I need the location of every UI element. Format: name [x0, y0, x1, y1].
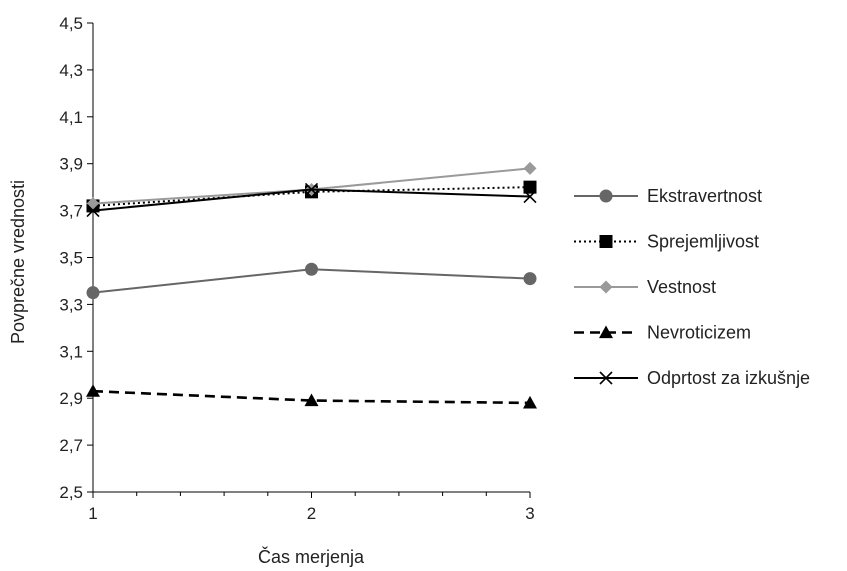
- data-point: [86, 384, 100, 397]
- legend-label: Ekstravertnost: [647, 186, 762, 206]
- data-point: [599, 189, 613, 203]
- data-point: [304, 393, 319, 407]
- data-point: [304, 182, 319, 197]
- x-tick-label: 1: [88, 504, 97, 523]
- legend-label: Nevroticizem: [647, 323, 751, 343]
- data-point: [523, 395, 537, 409]
- data-point-stroke: [304, 182, 319, 197]
- data-point: [523, 189, 537, 204]
- legend-item: Odprtost za izkušnje: [574, 368, 810, 388]
- y-axis-title: Povprečne vrednosti: [8, 180, 28, 344]
- data-point: [86, 286, 100, 300]
- data-point: [523, 161, 537, 175]
- y-tick-label: 4,5: [59, 14, 83, 33]
- series-odprtost-za-izkušnje: [86, 182, 537, 218]
- data-point: [599, 235, 613, 248]
- legend-label: Sprejemljivost: [647, 232, 759, 252]
- y-tick-label: 3,7: [59, 202, 83, 221]
- data-point: [305, 262, 318, 276]
- data-point: [523, 272, 537, 286]
- y-tick-label: 3,9: [59, 155, 83, 174]
- y-tick-label: 3,1: [59, 342, 83, 361]
- data-point: [599, 371, 613, 385]
- legend-item: Vestnost: [574, 277, 716, 297]
- y-tick-label: 4,1: [59, 108, 83, 127]
- series-ekstravertnost: [86, 262, 537, 300]
- legend-label: Vestnost: [647, 277, 716, 297]
- legend-label: Odprtost za izkušnje: [647, 368, 810, 388]
- y-tick-label: 4,3: [59, 61, 83, 80]
- legend-item: Sprejemljivost: [574, 232, 759, 252]
- axes: 2,5 2,7 2,9 3,1 3,3 3,5 3,7 3,9 4,1 4,3 4,5 1 2 3: [59, 14, 534, 523]
- y-tick-label: 2,9: [59, 389, 83, 408]
- y-tick-label: 2,5: [59, 483, 83, 502]
- x-tick-label: 3: [525, 504, 534, 523]
- data-point-stroke: [86, 204, 100, 218]
- legend-item: Nevroticizem: [574, 323, 751, 343]
- data-point-stroke: [599, 371, 613, 385]
- series-layer: [86, 161, 537, 409]
- legend-item: Ekstravertnost: [574, 186, 762, 206]
- data-point: [599, 280, 613, 294]
- y-tick-label: 2,7: [59, 436, 83, 455]
- y-tick-label: 3,5: [59, 249, 83, 268]
- data-point: [599, 325, 613, 339]
- series-nevroticizem: [86, 384, 537, 409]
- data-point-stroke: [523, 189, 537, 204]
- x-axis-title: Čas merjenja: [258, 546, 365, 567]
- data-point: [86, 204, 100, 218]
- series-line: [92, 389, 531, 405]
- x-tick-label: 2: [307, 504, 316, 523]
- legend: Ekstravertnost Sprejemljivost Vestnost Nevr…: [574, 186, 810, 388]
- y-tick-label: 3,3: [59, 295, 83, 314]
- data-point: [523, 180, 537, 194]
